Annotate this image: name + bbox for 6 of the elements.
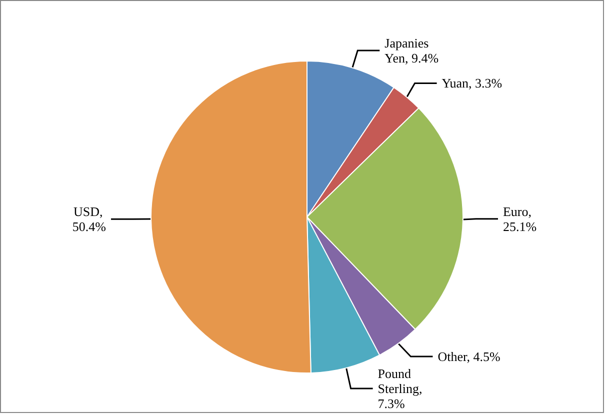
slice-label: Japanies Yen, 9.4% (384, 36, 439, 66)
slice-label: USD, 50.4% (72, 204, 106, 234)
slice-label: Pound Sterling, 7.3% (378, 366, 426, 411)
slice-label: Yuan, 3.3% (442, 76, 502, 91)
slice-label: Other, 4.5% (438, 349, 501, 364)
slice-label: Euro, 25.1% (502, 204, 537, 234)
